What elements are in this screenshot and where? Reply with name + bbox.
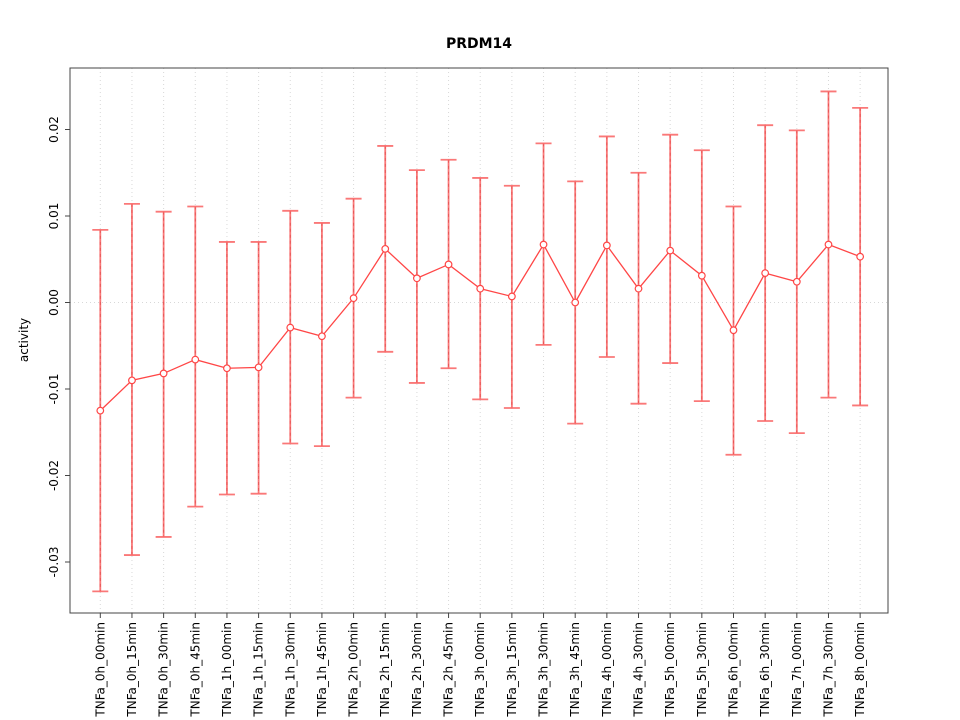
- x-tick-label: TNFa_2h_15min: [378, 622, 392, 718]
- data-point: [286, 323, 295, 332]
- x-tick-label: TNFa_6h_00min: [727, 622, 741, 718]
- plot-area: TNFa_0h_00min TNFa_0h_15min TNFa_0h_30min T…: [47, 67, 889, 718]
- data-point: [856, 252, 865, 261]
- x-tick-label: TNFa_3h_15min: [505, 622, 519, 718]
- x-tick-label: TNFa_5h_00min: [663, 622, 677, 718]
- data-point: [128, 376, 136, 385]
- data-point: [223, 364, 231, 373]
- x-tick-label: TNFa_1h_30min: [283, 622, 297, 718]
- y-axis-label: activity: [17, 318, 31, 362]
- data-point: [381, 244, 390, 253]
- data-point: [96, 406, 105, 415]
- x-tick-label: TNFa_4h_00min: [600, 622, 614, 718]
- x-tick-label: TNFa_2h_45min: [442, 622, 456, 718]
- data-point: [191, 355, 200, 364]
- y-tick-label: 0.00: [47, 289, 61, 316]
- data-point: [539, 240, 548, 249]
- x-tick-label: TNFa_1h_45min: [315, 622, 329, 718]
- x-tick-label: TNFa_0h_45min: [188, 622, 202, 718]
- y-tick-label: 0.02: [47, 116, 61, 143]
- x-tick-label: TNFa_0h_30min: [157, 622, 171, 718]
- x-tick-label: TNFa_0h_15min: [125, 622, 139, 718]
- data-point: [666, 246, 675, 255]
- x-tick-label: TNFa_4h_30min: [632, 622, 646, 718]
- data-point: [697, 271, 706, 280]
- data-point: [507, 292, 516, 301]
- x-tick-label: TNFa_3h_45min: [568, 622, 582, 718]
- data-point: [602, 241, 611, 250]
- data-point: [571, 298, 580, 307]
- data-point: [318, 332, 326, 341]
- x-tick-label: TNFa_7h_30min: [821, 622, 835, 718]
- data-point: [476, 284, 485, 293]
- chart-title: PRDM14: [446, 36, 512, 52]
- x-tick-label: TNFa_5h_30min: [695, 622, 709, 718]
- data-point: [792, 277, 801, 286]
- data-point: [824, 240, 833, 249]
- y-tick-label: 0.01: [47, 203, 61, 230]
- data-point: [444, 260, 453, 269]
- x-tick-label: TNFa_0h_00min: [93, 622, 107, 718]
- data-point: [349, 294, 358, 303]
- data-point: [729, 326, 738, 335]
- y-tick-label: -0.03: [47, 546, 61, 577]
- x-tick-label: TNFa_8h_00min: [853, 622, 867, 718]
- data-point: [159, 369, 168, 378]
- data-point: [761, 269, 770, 277]
- x-tick-label: TNFa_2h_00min: [347, 622, 361, 718]
- x-tick-label: TNFa_7h_00min: [790, 622, 804, 718]
- plot-frame: [69, 67, 889, 614]
- y-tick-label: -0.01: [47, 373, 61, 404]
- data-point: [634, 284, 643, 293]
- data-point: [413, 274, 421, 283]
- y-tick-label: -0.02: [47, 460, 61, 491]
- x-tick-label: TNFa_3h_00min: [473, 622, 487, 718]
- x-tick-label: TNFa_3h_30min: [537, 622, 551, 718]
- x-tick-label: TNFa_6h_30min: [758, 622, 772, 718]
- x-tick-label: TNFa_1h_15min: [252, 622, 266, 718]
- data-point: [254, 363, 263, 372]
- x-tick-label: TNFa_1h_00min: [220, 622, 234, 718]
- x-tick-label: TNFa_2h_30min: [410, 622, 424, 718]
